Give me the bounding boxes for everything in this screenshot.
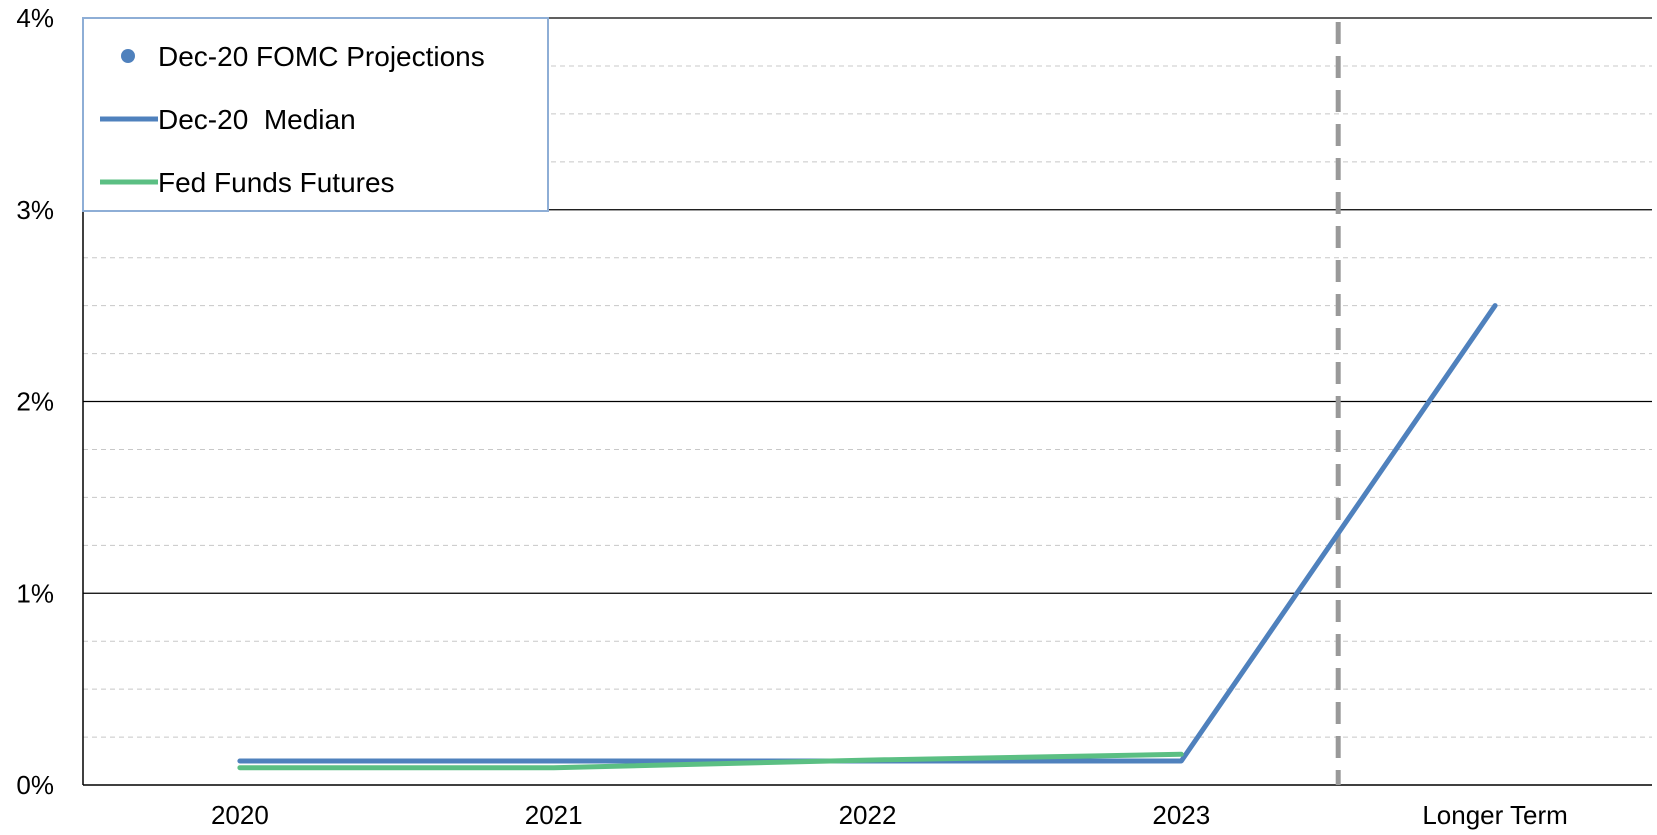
y-tick-label: 3%: [16, 195, 54, 225]
x-tick-label: 2023: [1152, 800, 1210, 830]
legend-swatch-dec-20-fomc-projections: [121, 49, 135, 63]
x-tick-label: Longer Term: [1422, 800, 1568, 830]
y-axis-tick-labels: 0% 1% 2% 3% 4%: [16, 3, 54, 800]
legend-label-dec-20-median: Dec-20 Median: [158, 104, 356, 135]
x-tick-label: 2021: [525, 800, 583, 830]
y-tick-label: 2%: [16, 387, 54, 417]
y-tick-label: 1%: [16, 578, 54, 608]
legend-label-fed-funds-futures: Fed Funds Futures: [158, 167, 395, 198]
y-tick-label: 4%: [16, 3, 54, 33]
dec-20-median-line: [237, 303, 1498, 764]
legend-box: [82, 17, 549, 212]
legend: Dec-20 FOMC Projections Dec-20 Median Fed …: [82, 17, 549, 212]
x-tick-label: 2022: [839, 800, 897, 830]
fed-funds-futures-line: [237, 751, 1184, 771]
legend-label-dec-20-fomc-projections: Dec-20 FOMC Projections: [158, 41, 485, 72]
series-lines: [237, 303, 1498, 771]
y-tick-label: 0%: [16, 770, 54, 800]
x-axis-tick-labels: 2020 2021 2022 2023 Longer Term: [211, 800, 1568, 830]
x-tick-label: 2020: [211, 800, 269, 830]
